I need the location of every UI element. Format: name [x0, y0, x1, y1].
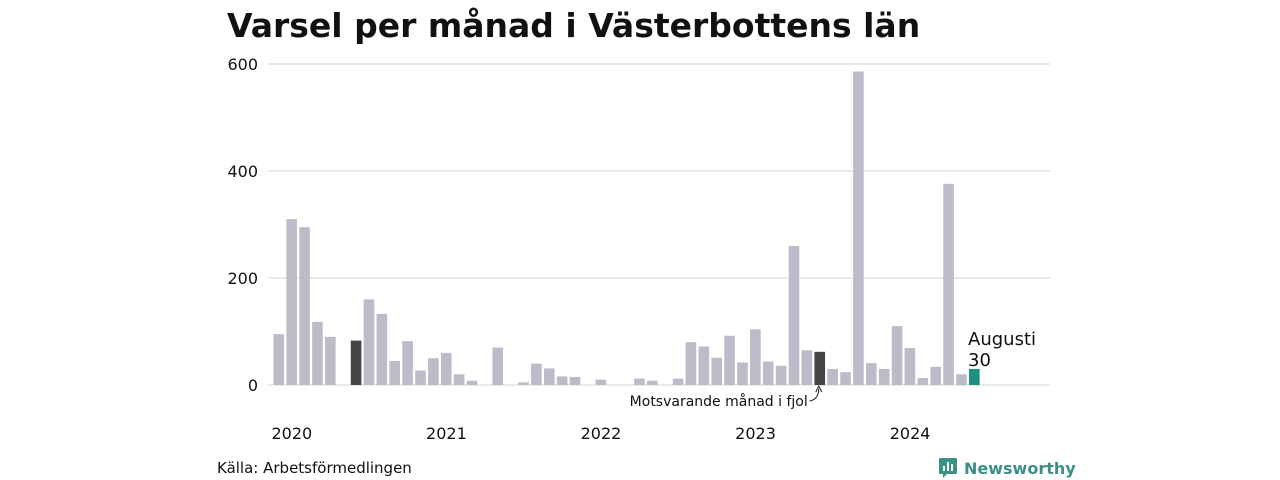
bar: [685, 342, 697, 385]
bar: [518, 382, 529, 385]
x-tick-label: 2021: [426, 424, 467, 443]
newsworthy-logo-icon: [939, 458, 957, 478]
chart-title: Varsel per månad i Västerbottens län: [227, 6, 921, 45]
bar: [363, 299, 375, 385]
y-tick-label: 200: [227, 269, 258, 288]
bar: [299, 227, 310, 385]
bar: [402, 341, 413, 385]
bar: [415, 370, 426, 385]
bar: [453, 374, 465, 385]
bar: [917, 378, 929, 385]
brand-logo: Newsworthy: [938, 456, 1076, 480]
bar: [312, 321, 323, 385]
x-tick-label: 2023: [735, 424, 776, 443]
bar: [750, 329, 761, 385]
bar: [428, 358, 439, 385]
bar: [943, 183, 954, 385]
bar: [788, 245, 800, 385]
bar: [878, 368, 890, 385]
bar: [801, 350, 813, 385]
annotation-current-value: 30: [968, 350, 991, 371]
bar: [325, 336, 336, 385]
y-tick-label: 400: [227, 162, 258, 181]
bar: [543, 368, 555, 385]
x-tick-label: 2022: [581, 424, 622, 443]
bar: [286, 219, 297, 385]
bar: [350, 340, 362, 385]
bar: [556, 376, 568, 385]
bar: [569, 376, 581, 385]
bar: [956, 374, 967, 385]
x-tick-label: 2020: [272, 424, 313, 443]
bar: [865, 363, 877, 385]
bar: [273, 334, 285, 385]
brand-name: Newsworthy: [964, 458, 1076, 478]
bar: [737, 362, 748, 385]
bar: [969, 368, 980, 385]
bar: [647, 380, 658, 385]
bar: [827, 368, 838, 385]
bars: [273, 71, 980, 386]
bar: [930, 366, 941, 385]
bar: [440, 352, 452, 385]
bar: [595, 379, 607, 385]
bar: [775, 365, 787, 385]
annotation-current-month: Augusti: [968, 329, 1036, 350]
bar: [466, 380, 478, 385]
annotation-arrowhead: [815, 384, 823, 393]
bar: [853, 71, 864, 386]
bar: [904, 348, 916, 385]
bar: [840, 372, 851, 385]
bar: [891, 326, 903, 385]
y-axis-ticks: 0 200 400 600: [227, 55, 258, 395]
bar: [531, 363, 542, 385]
source-credit: Källa: Arbetsförmedlingen: [217, 459, 412, 477]
bar: [389, 360, 401, 385]
bar: [492, 347, 504, 385]
annotation-arrow: [809, 388, 820, 402]
bar: [672, 378, 684, 385]
bar: [711, 357, 723, 385]
bar: [814, 351, 826, 385]
x-axis-year-labels: 2020 2021 2022 2023 2024: [272, 424, 931, 443]
y-tick-label: 600: [227, 55, 258, 74]
bar: [698, 346, 710, 385]
x-tick-label: 2024: [890, 424, 931, 443]
y-tick-label: 0: [248, 376, 258, 395]
bar: [762, 361, 774, 385]
bar: [724, 335, 735, 385]
annotation-last-year: Motsvarande månad i fjol: [630, 393, 808, 410]
bar: [634, 378, 645, 385]
bar: [376, 313, 388, 385]
